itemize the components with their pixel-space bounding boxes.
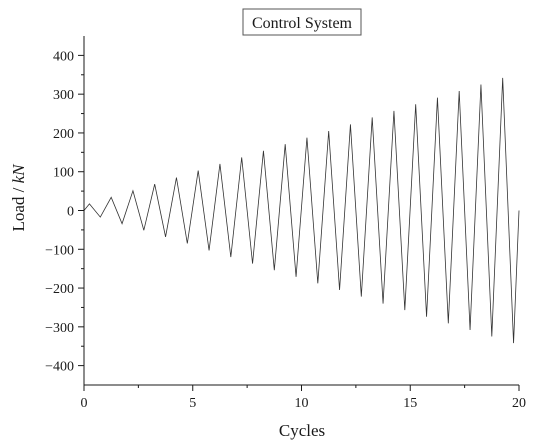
y-axis-label-prefix: Load /: [9, 183, 28, 231]
x-tick-label: 20: [512, 396, 526, 411]
x-axis-ticks: 0 5 10 15 20: [81, 385, 526, 411]
y-tick-label: 0: [67, 205, 74, 220]
chart-title-box: Control System: [242, 8, 362, 36]
data-line-group: [83, 77, 520, 344]
x-tick-label: 15: [403, 396, 417, 411]
x-tick-label: 0: [81, 396, 88, 411]
y-tick-label: 300: [53, 88, 74, 103]
y-tick-label: −400: [45, 360, 74, 375]
y-tick-label: 400: [53, 49, 74, 64]
x-tick-label: 5: [189, 396, 196, 411]
y-axis-label-unit: kN: [9, 163, 28, 184]
x-axis-label: Cycles: [279, 421, 325, 440]
y-axis-ticks: −400 −300 −200 −100 0 100 200 300 400: [45, 49, 84, 375]
chart-title-frame: [242, 8, 362, 36]
y-tick-label: −100: [45, 243, 74, 258]
y-axis-label: Load / kN: [9, 163, 28, 232]
y-tick-label: 200: [53, 127, 74, 142]
y-tick-label: 100: [53, 166, 74, 181]
chart-title: Control System: [252, 15, 353, 32]
series-line-0: [83, 77, 520, 344]
y-tick-label: −300: [45, 321, 74, 336]
y-tick-label: −200: [45, 282, 74, 297]
x-tick-label: 10: [295, 396, 309, 411]
